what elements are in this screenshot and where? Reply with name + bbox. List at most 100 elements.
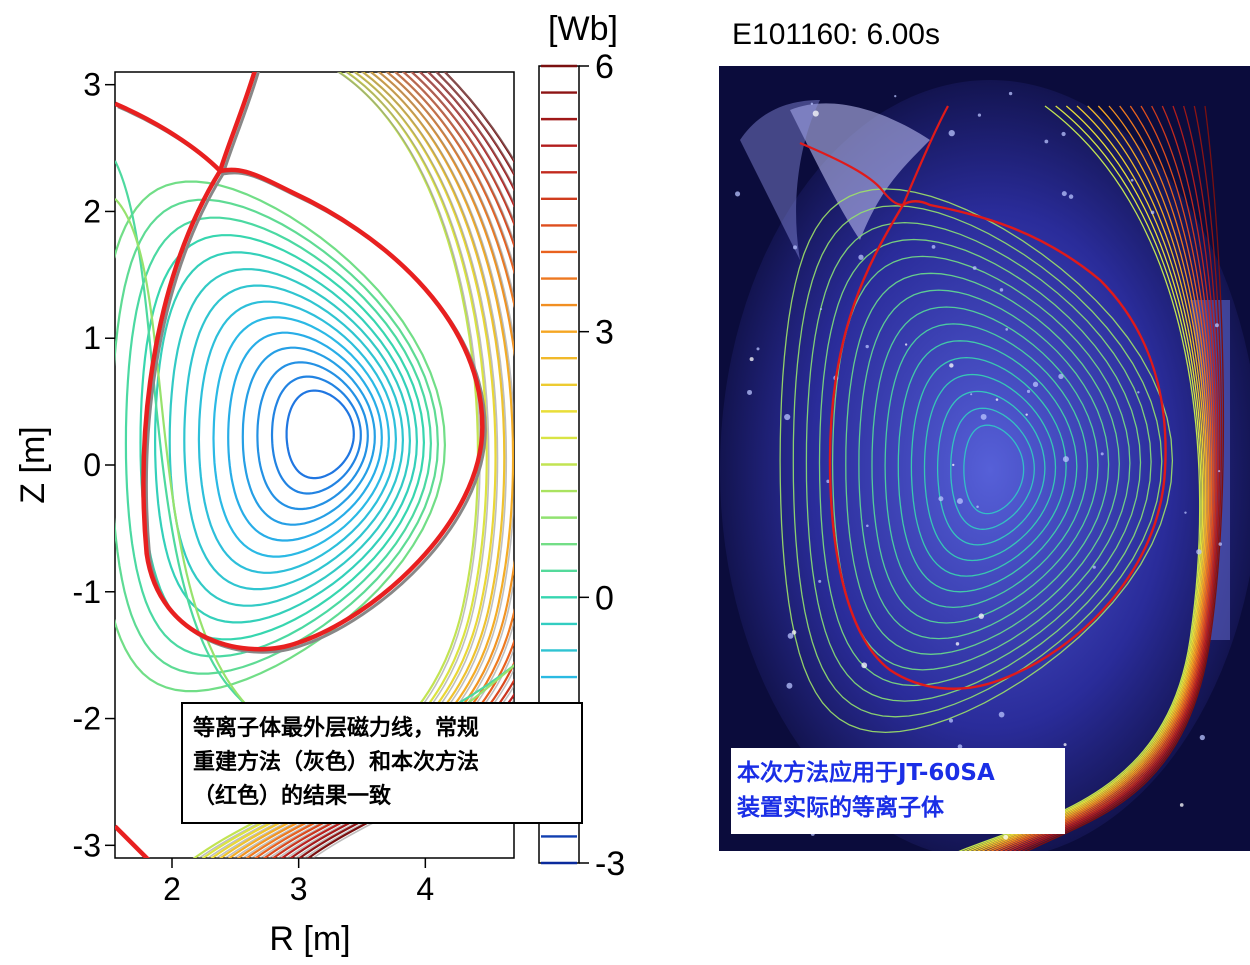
flux-surface <box>139 234 426 641</box>
photo-speckle <box>1062 456 1069 463</box>
photo-speckle <box>978 613 985 619</box>
photo-open-field-line <box>994 105 1213 851</box>
photo-speckle <box>1092 565 1096 569</box>
flux-surface <box>285 389 355 480</box>
photo-speckle <box>949 363 954 368</box>
photo-speckle <box>1130 178 1134 182</box>
shot-title: E101160: 6.00s <box>732 18 940 51</box>
photo-open-field-line <box>1012 105 1219 851</box>
photo-flux-surface <box>858 289 1110 640</box>
photo-speckle <box>818 579 822 583</box>
photo-speckle <box>1184 511 1187 514</box>
note-line-2: 重建方法（灰色）和本次方法 <box>193 750 480 775</box>
photo-flux-surface <box>936 390 1046 546</box>
photo-open-field-line <box>1016 105 1221 851</box>
photo-speckle <box>787 633 794 639</box>
photo-speckle <box>1218 542 1222 546</box>
y-tick-label: -2 <box>73 701 101 737</box>
photo-speckle <box>938 496 944 502</box>
colorbar-unit: [Wb] <box>548 10 618 48</box>
photo-speckle <box>1218 470 1221 473</box>
photo-flux-surface <box>779 188 1174 734</box>
photo-speckle <box>858 254 864 260</box>
photo-flux-surface <box>831 255 1131 671</box>
photo-separatrix <box>828 200 1167 690</box>
photo-speckle <box>1068 194 1074 199</box>
photo-speckle <box>948 129 955 137</box>
photo-speckles <box>735 91 1222 840</box>
flux-surface <box>227 331 383 542</box>
x-tick-label: 4 <box>416 871 434 907</box>
photo-flux-surface <box>845 272 1120 655</box>
photo-speckle <box>1150 210 1155 215</box>
x-axis-label: R [m] <box>269 920 350 958</box>
photo-speckle <box>999 288 1004 292</box>
photo-speckle <box>865 344 869 349</box>
photo-speckle <box>976 505 979 509</box>
photo-speckle <box>747 389 753 395</box>
y-tick-label: 1 <box>83 320 101 356</box>
photo-speckle <box>810 102 814 105</box>
photo-flux-surface <box>950 407 1035 530</box>
separatrix <box>141 167 485 652</box>
x-tick-label: 2 <box>163 871 181 907</box>
photo-flux-surface <box>923 373 1057 562</box>
photo-speckle <box>1008 91 1013 96</box>
photo-speckle <box>980 413 987 420</box>
y-tick-label: 0 <box>83 447 101 483</box>
flux-surface <box>241 346 376 526</box>
photo-caption: 本次方法应用于JT-60SA 装置实际的等离子体 <box>731 748 1065 834</box>
photo-x-leg-left <box>799 141 904 207</box>
separatrix-layer <box>115 72 487 858</box>
photo-speckle <box>995 398 999 401</box>
photo-speckle <box>894 95 897 98</box>
photo-speckle <box>1058 373 1064 380</box>
photo-flux-surface <box>910 356 1067 577</box>
photo-speckle <box>866 524 869 528</box>
photo-x-leg-right <box>901 105 949 206</box>
photo-speckle <box>1061 191 1067 197</box>
x-tick-label: 3 <box>290 871 308 907</box>
photo-speckle <box>970 393 973 396</box>
photo-speckle <box>977 113 982 117</box>
colorbar-tick-label: 0 <box>595 579 614 617</box>
photo-speckle <box>955 642 960 646</box>
photo-open-field-line <box>1003 105 1216 851</box>
photo-flux-surface <box>897 340 1078 593</box>
photo-flux-surface <box>963 424 1025 515</box>
divertor-leg <box>115 101 222 173</box>
photo-speckle <box>1100 452 1104 456</box>
photo-speckle <box>956 498 963 505</box>
photo-speckle <box>784 413 791 421</box>
photo-caption-line-1: 本次方法应用于JT-60SA <box>737 760 995 786</box>
flux-surface <box>183 284 405 591</box>
y-tick-label: 3 <box>83 67 101 103</box>
y-axis-label: Z [m] <box>14 426 52 503</box>
lower-divertor-leg <box>115 824 150 858</box>
photo-speckle <box>952 463 955 467</box>
photo-speckle <box>861 662 868 669</box>
photo-speckle <box>819 308 823 311</box>
photo-speckle <box>1003 834 1009 840</box>
axis-ticks: 2 3 4 3 2 1 0 -1 -2 -3 <box>73 67 435 907</box>
photo-flux-surface <box>792 205 1163 718</box>
photo-speckle <box>1061 131 1066 137</box>
photo-speckle <box>1005 328 1009 331</box>
photo-speckle <box>998 711 1005 718</box>
photo-speckle <box>756 347 760 351</box>
comparison-note: 等离子体最外层磁力线，常规 重建方法（灰色）和本次方法 （红色）的结果一致 <box>181 702 583 824</box>
flux-surface <box>270 375 362 495</box>
photo-open-field-line <box>1021 105 1223 851</box>
y-tick-label: -1 <box>73 574 101 610</box>
note-line-1: 等离子体最外层磁力线，常规 <box>193 716 480 741</box>
colorbar-tick-label: -3 <box>595 845 625 883</box>
photo-flux-surface <box>884 323 1089 609</box>
colorbar-tick-label: 6 <box>595 48 614 86</box>
photo-speckle <box>812 110 819 117</box>
flux-surface <box>197 300 398 574</box>
photo-speckle <box>972 266 977 270</box>
photo-speckle <box>793 245 798 250</box>
photo-speckle <box>1026 389 1031 393</box>
photo-speckle <box>1196 549 1202 555</box>
photo-open-field-line <box>998 105 1214 851</box>
